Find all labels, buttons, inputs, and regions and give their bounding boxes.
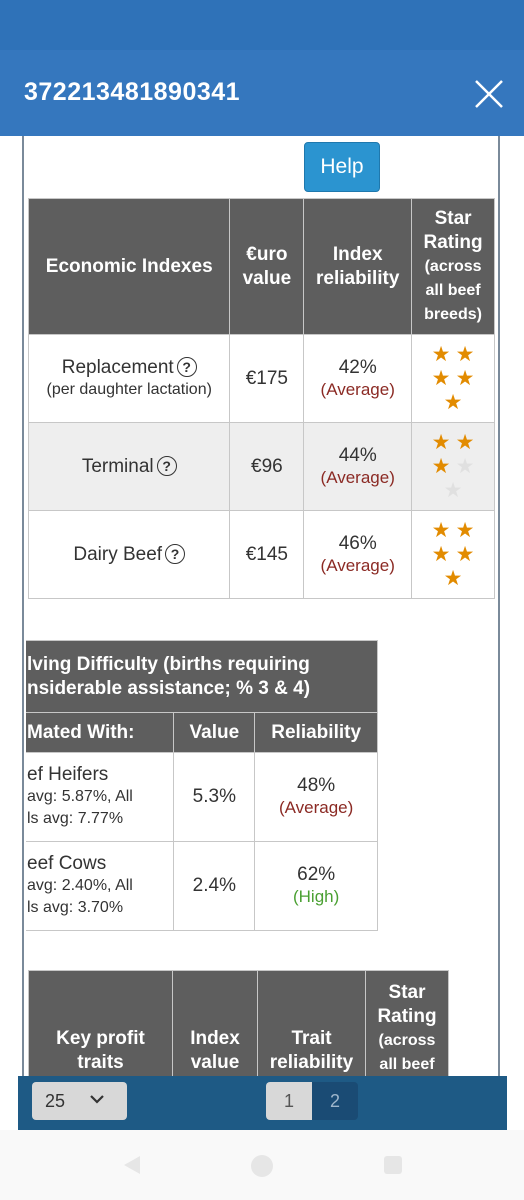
col-header-trait-reliability: Trait reliability — [257, 970, 366, 1076]
col-header-mated-with: Mated With: — [26, 712, 175, 753]
question-circle-icon[interactable]: ? — [176, 357, 197, 378]
star-icon: ★ — [431, 342, 451, 366]
content-border-left — [22, 136, 24, 1076]
col-header-euro-value: €uro value — [229, 198, 305, 335]
question-circle-icon[interactable]: ? — [165, 544, 186, 565]
chevron-down-icon — [90, 1095, 104, 1104]
calving-difficulty-table: lving Difficulty (births requiring nside… — [26, 640, 378, 931]
recents-icon[interactable] — [382, 1154, 404, 1176]
animal-id-title: 372213481890341 — [24, 78, 241, 106]
home-icon[interactable] — [250, 1154, 274, 1178]
back-icon[interactable] — [120, 1154, 144, 1176]
index-name-cell: Terminal? — [27, 422, 231, 511]
close-icon[interactable] — [472, 77, 506, 111]
col-header-value: Value — [173, 712, 256, 753]
star-icon: ★ — [431, 366, 451, 390]
table-row: Replacement? (per daughter lactation) €1… — [27, 334, 495, 423]
col-header-star-rating: Star Rating (across all beef — [365, 970, 449, 1076]
star-icon: ★ — [443, 390, 463, 414]
help-button[interactable]: Help — [304, 142, 380, 192]
star-rating: ★ ★ ★ ★ ★ — [428, 431, 478, 503]
star-icon: ★ — [431, 430, 451, 454]
key-profit-traits-table: Key profit traits Index value Trait reli… — [28, 970, 449, 1076]
mated-with-cell: ef Heifers avg: 5.87%, All ls avg: 7.77% — [26, 752, 175, 842]
calving-title: lving Difficulty (births requiring nside… — [26, 640, 378, 713]
col-header-reliability: Reliability — [254, 712, 378, 753]
index-name-cell: Dairy Beef? — [27, 510, 231, 599]
reliability-cell: 44% (Average) — [303, 422, 413, 511]
calving-difficulty-scroll[interactable]: lving Difficulty (births requiring nside… — [26, 640, 378, 932]
star-empty-icon: ★ — [443, 478, 463, 502]
system-nav-bar — [0, 1130, 524, 1200]
col-header-key-profit-traits: Key profit traits — [28, 970, 173, 1076]
question-circle-icon[interactable]: ? — [156, 456, 177, 477]
col-header-index-value: Index value — [172, 970, 258, 1076]
star-rating-cell: ★ ★ ★ ★ ★ — [411, 510, 495, 599]
star-icon: ★ — [455, 518, 475, 542]
content-border-right — [498, 136, 500, 1076]
star-icon: ★ — [455, 342, 475, 366]
star-icon: ★ — [455, 430, 475, 454]
col-header-index-reliability: Index reliability — [303, 198, 413, 335]
euro-value-cell: €96 — [229, 422, 305, 511]
status-bar — [0, 0, 524, 50]
star-empty-icon: ★ — [455, 454, 475, 478]
reliability-cell: 62% (High) — [254, 841, 378, 931]
star-icon: ★ — [431, 454, 451, 478]
value-cell: 2.4% — [173, 841, 256, 931]
star-icon: ★ — [455, 366, 475, 390]
mated-with-cell: eef Cows avg: 2.40%, All ls avg: 3.70% — [26, 841, 175, 931]
reliability-cell: 48% (Average) — [254, 752, 378, 842]
star-icon: ★ — [431, 542, 451, 566]
euro-value-cell: €145 — [229, 510, 305, 599]
star-rating: ★ ★ ★ ★ ★ — [428, 343, 478, 415]
key-profit-wrap: Key profit traits Index value Trait reli… — [28, 970, 452, 1076]
star-rating: ★ ★ ★ ★ ★ — [428, 519, 478, 591]
star-rating-cell: ★ ★ ★ ★ ★ — [411, 422, 495, 511]
economic-indexes-table: Economic Indexes €uro value Index reliab… — [27, 198, 495, 599]
pagination-bar: 25 1 2 — [18, 1076, 507, 1130]
star-icon: ★ — [431, 518, 451, 542]
page-1-button[interactable]: 1 — [266, 1082, 312, 1120]
col-header-star-rating: Star Rating (across all beef breeds) — [411, 198, 495, 335]
table-row: Dairy Beef? €145 46% (Average) ★ ★ ★ ★ ★ — [27, 510, 495, 599]
table-row: Terminal? €96 44% (Average) ★ ★ ★ ★ ★ — [27, 422, 495, 511]
col-header-economic-indexes: Economic Indexes — [27, 198, 231, 335]
page-2-button[interactable]: 2 — [312, 1082, 358, 1120]
star-rating-cell: ★ ★ ★ ★ ★ — [411, 334, 495, 423]
star-icon: ★ — [443, 566, 463, 590]
dialog-header: 372213481890341 — [0, 50, 524, 136]
star-icon: ★ — [455, 542, 475, 566]
reliability-cell: 42% (Average) — [303, 334, 413, 423]
reliability-cell: 46% (Average) — [303, 510, 413, 599]
table-row: eef Cows avg: 2.40%, All ls avg: 3.70% 2… — [26, 841, 378, 931]
index-name-cell: Replacement? (per daughter lactation) — [27, 334, 231, 423]
table-row: ef Heifers avg: 5.87%, All ls avg: 7.77%… — [26, 752, 378, 842]
euro-value-cell: €175 — [229, 334, 305, 423]
value-cell: 5.3% — [173, 752, 256, 842]
page-size-select[interactable]: 25 — [32, 1082, 127, 1120]
